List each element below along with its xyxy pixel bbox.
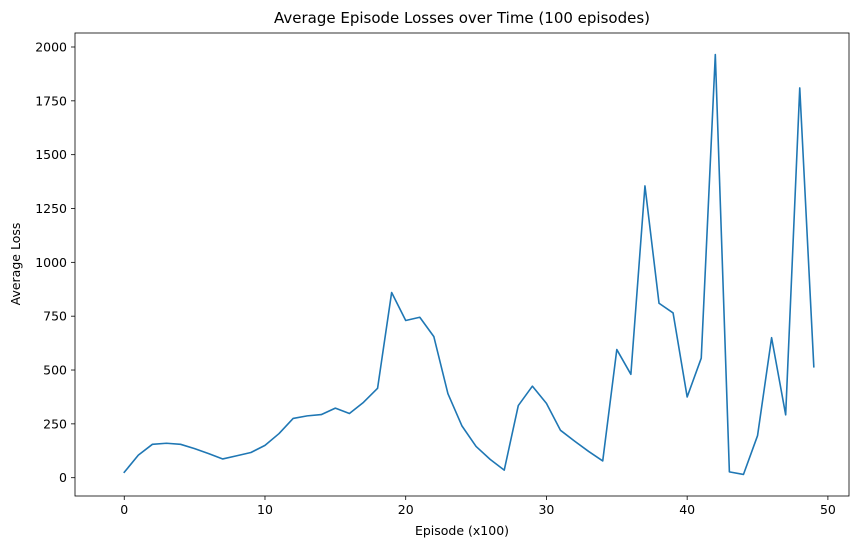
y-tick-label: 1500: [35, 147, 67, 162]
y-axis-label: Average Loss: [8, 223, 23, 306]
plot-frame: [74, 32, 850, 497]
x-tick-label: 40: [679, 502, 695, 517]
plot-area: 0 10 20 30 40 5002505007501000125015001750200…: [35, 32, 850, 517]
series-line-0: [123, 53, 815, 476]
x-tick-label: 50: [820, 502, 836, 517]
x-tick-label: 0: [120, 502, 128, 517]
y-tick-label: 1000: [35, 255, 67, 270]
x-tick-label: 20: [398, 502, 414, 517]
y-tick-label: 0: [59, 470, 67, 485]
y-tick-label: 750: [43, 309, 67, 324]
y-tick-label: 500: [43, 363, 67, 378]
x-axis-label: Episode (x100): [415, 523, 509, 538]
x-tick-label: 30: [538, 502, 554, 517]
y-tick-label: 1250: [35, 201, 67, 216]
y-tick-label: 2000: [35, 39, 67, 54]
y-tick-label: 250: [43, 416, 67, 431]
x-tick-label: 10: [257, 502, 273, 517]
chart-title: Average Episode Losses over Time (100 ep…: [274, 9, 650, 27]
y-tick-label: 1750: [35, 93, 67, 108]
